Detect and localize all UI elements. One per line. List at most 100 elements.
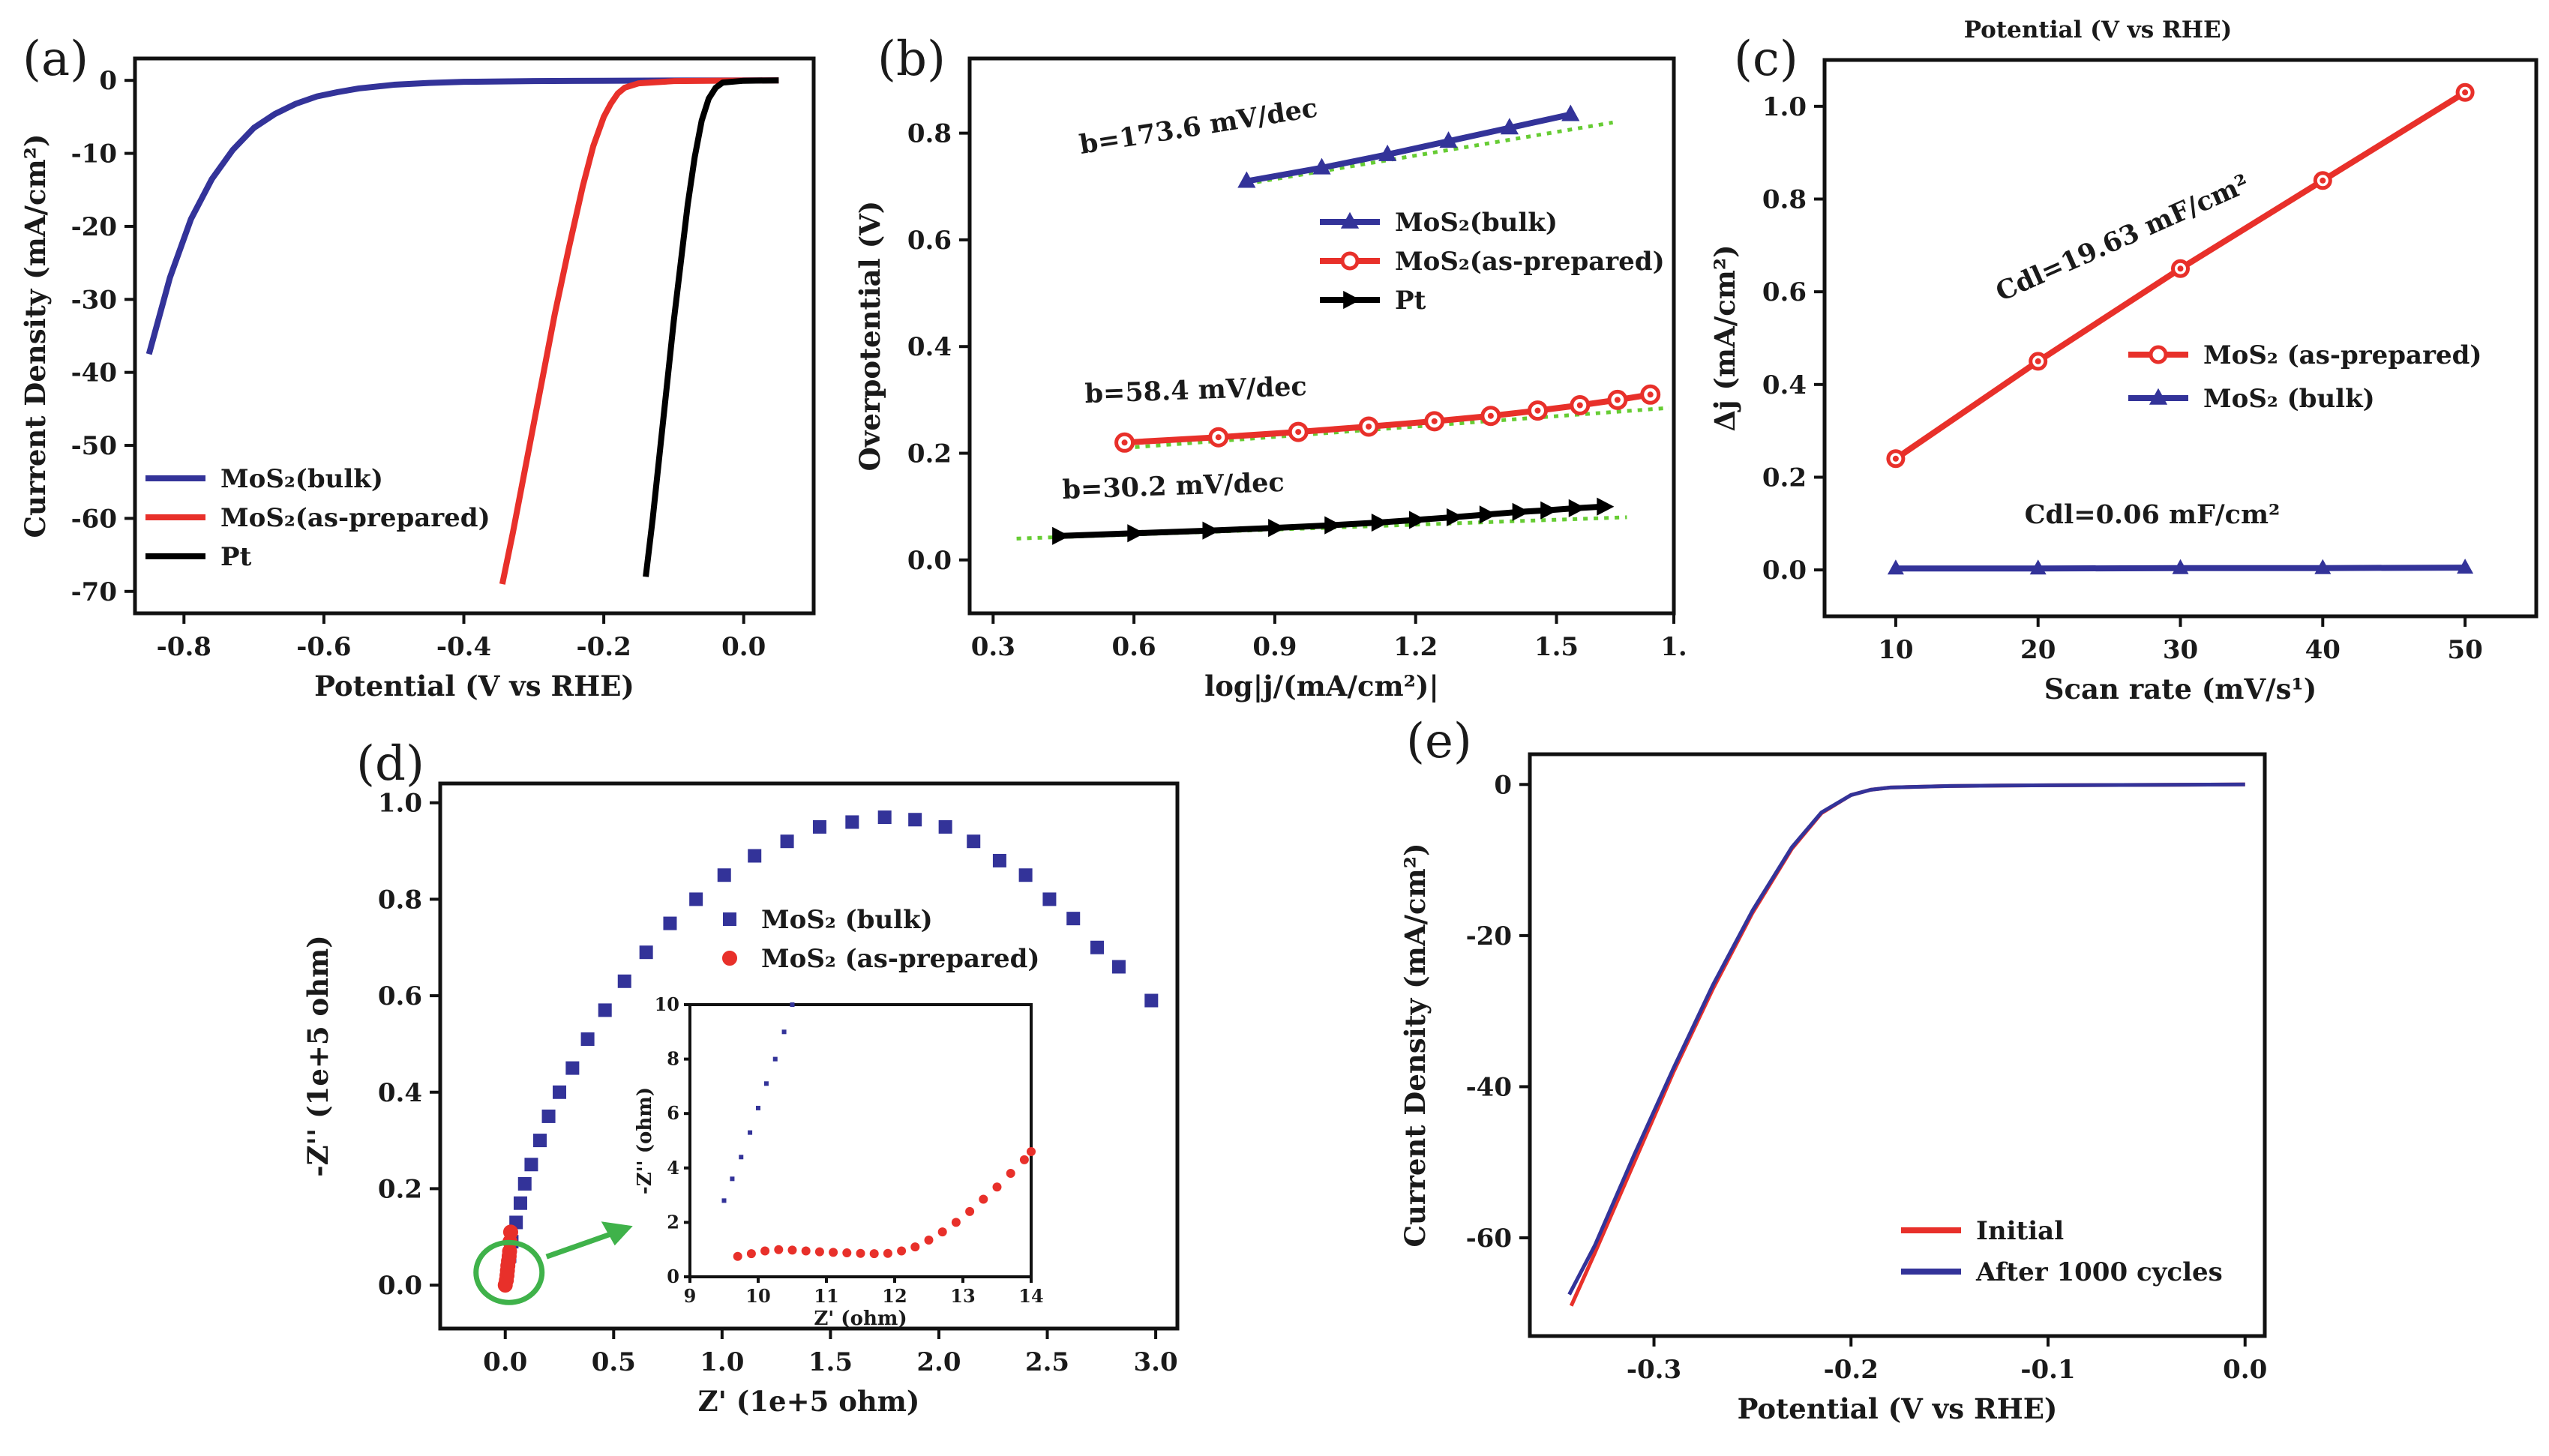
data-point <box>1127 524 1145 543</box>
data-point <box>1408 511 1426 529</box>
inset-data-point <box>760 1246 770 1256</box>
y-tick-label: 0.2 <box>1762 463 1807 493</box>
chart-title: Potential (V vs RHE) <box>1964 16 2233 43</box>
y-tick-label: 0.4 <box>907 332 952 362</box>
data-point <box>639 945 653 960</box>
y-tick-label: 0.2 <box>378 1174 422 1204</box>
legend-marker <box>722 951 737 966</box>
x-tick-label: 0.0 <box>483 1347 527 1377</box>
x-tick-label: -0.4 <box>436 632 491 662</box>
inset-data-point <box>842 1248 852 1258</box>
data-point <box>553 1085 567 1099</box>
data-point <box>1237 171 1256 188</box>
x-axis-label: Scan rate (mV/s¹) <box>2044 673 2317 706</box>
legend-label: MoS₂(as-prepared) <box>1395 247 1665 277</box>
inset-data-point <box>1006 1169 1015 1179</box>
data-point <box>1324 516 1342 535</box>
inset-data-point <box>883 1248 892 1258</box>
inset-data-point <box>756 1105 760 1110</box>
data-point <box>1568 499 1586 517</box>
cdl-annotation-bulk: Cdl=0.06 mF/cm² <box>2025 499 2281 530</box>
data-point-core <box>1295 429 1302 436</box>
inset-data-point <box>897 1246 907 1256</box>
data-point <box>1066 912 1081 926</box>
y-tick-label: -40 <box>1466 1072 1512 1102</box>
x-axis-label: Z' (1e+5 ohm) <box>698 1385 920 1418</box>
series-MoS₂(bulk) <box>1237 104 1580 188</box>
panel-label: (b) <box>877 31 946 87</box>
series-line <box>499 77 779 585</box>
data-point <box>598 1003 612 1017</box>
y-tick-label: 0.4 <box>1762 370 1807 400</box>
inset-data-point <box>992 1182 1002 1192</box>
series-MoS₂(bulk) <box>145 77 779 355</box>
zoom-arrow-shaft <box>545 1231 611 1260</box>
data-point <box>513 1196 527 1210</box>
inset-y-tick-label: 4 <box>667 1157 679 1179</box>
series-MoS₂ (as-prepared) <box>1886 82 2475 469</box>
slope-annotation-bulk: b=173.6 mV/dec <box>1078 92 1320 160</box>
series-line <box>1246 111 1572 184</box>
data-point <box>1111 960 1126 974</box>
data-point <box>812 819 826 834</box>
data-point-core <box>1431 418 1438 424</box>
x-tick-label: 30 <box>2163 635 2198 665</box>
x-tick-label: 10 <box>1878 635 1913 665</box>
data-point-core <box>1534 407 1541 414</box>
y-tick-label: 0.6 <box>1762 277 1807 307</box>
x-axis-label: log|j/(mA/cm²)| <box>1204 670 1439 703</box>
data-point <box>992 853 1006 867</box>
legend-marker <box>2149 388 2168 405</box>
legend-label: MoS₂(bulk) <box>1395 208 1558 238</box>
y-tick-label: 1.0 <box>378 789 422 819</box>
inset-data-point <box>829 1248 838 1257</box>
data-point-core <box>1121 439 1128 446</box>
inset-data-point <box>924 1235 934 1245</box>
inset-x-tick-label: 10 <box>745 1285 770 1307</box>
legend-marker <box>1340 211 1360 229</box>
data-point <box>617 974 631 988</box>
panel-d: (d) 0.0 0.5 1.0 1.5 2.0 2.5 3.0 0.0 0.2 0.4 0.6 0.8 1… <box>301 736 1180 1418</box>
x-tick-label: 1.2 <box>1393 632 1438 662</box>
data-point-core <box>1647 391 1654 398</box>
data-point <box>1042 892 1057 906</box>
y-tick-label: -40 <box>71 358 117 388</box>
data-point <box>845 815 859 829</box>
cdl-annotation-asprep: Cdl=19.63 mF/cm² <box>1991 169 2254 308</box>
data-point <box>877 810 892 825</box>
series-line <box>643 77 779 577</box>
inset-data-point <box>746 1249 756 1259</box>
fit-line <box>1246 120 1614 186</box>
series-Pt <box>1052 497 1615 545</box>
data-point <box>580 1032 595 1046</box>
y-tick-label: 0.6 <box>378 981 422 1011</box>
data-point <box>748 849 762 863</box>
inset-data-point <box>869 1249 879 1259</box>
inset-y-tick-label: 0 <box>667 1266 679 1287</box>
inset-data-point <box>965 1206 975 1216</box>
series-line <box>1124 391 1651 446</box>
inset-x-tick-label: 11 <box>814 1285 838 1307</box>
x-tick-label: 1. <box>1660 632 1687 662</box>
data-point-core <box>2035 358 2041 364</box>
panel-label: (c) <box>1734 31 1798 87</box>
inset-data-point <box>721 1198 727 1203</box>
panel-label: (e) <box>1406 714 1472 769</box>
data-point-core <box>1614 397 1621 403</box>
data-point <box>938 819 952 834</box>
zoom-arrow-head <box>601 1221 633 1246</box>
y-axis-label: Overpotential (V) <box>853 201 886 472</box>
inset-data-point <box>733 1251 742 1261</box>
zoom-highlight-circle <box>473 1239 545 1305</box>
slope-annotation-pt: b=30.2 mV/dec <box>1062 467 1285 505</box>
data-point-core <box>1215 434 1222 441</box>
data-point <box>532 1134 547 1148</box>
y-tick-label: 0.2 <box>907 439 952 469</box>
inset-data-point <box>951 1218 961 1227</box>
inset-x-tick-label: 9 <box>684 1285 697 1307</box>
inset-data-point <box>763 1081 769 1086</box>
panel-c: (c) 10 20 30 40 50 0.0 0.2 0.4 0.6 0.8 1.0 Scan rate… <box>1708 16 2539 706</box>
y-axis-label: Current Density (mA/cm²) <box>19 134 52 538</box>
y-tick-label: -30 <box>71 285 117 315</box>
y-tick-label: -10 <box>71 139 117 169</box>
